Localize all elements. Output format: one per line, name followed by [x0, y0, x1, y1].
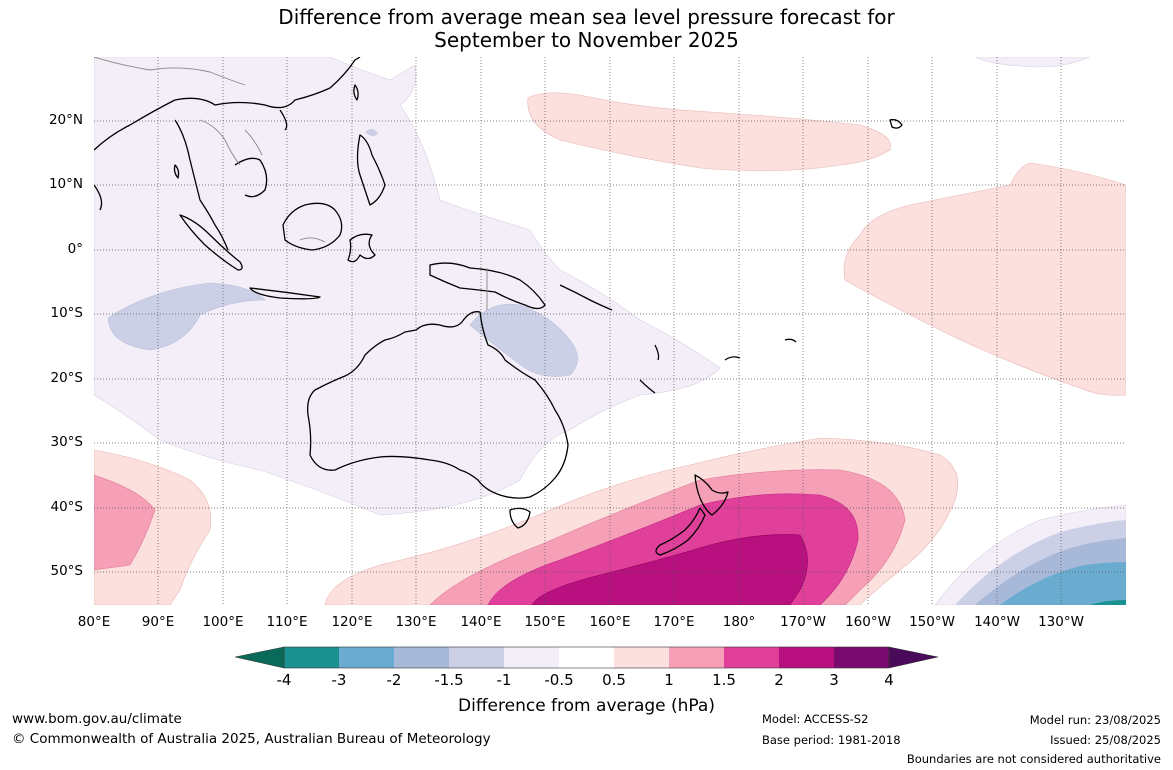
- colorbar-swatch-pos2: [779, 647, 834, 668]
- lat-label-10n: 10°N: [48, 176, 83, 192]
- lon-label-110e: 110°E: [266, 614, 308, 630]
- anomaly-neg1-indian-ocean: [107, 282, 266, 351]
- colorbar-label: Difference from average (hPa): [458, 696, 715, 716]
- colorbar-swatch-zero: [559, 647, 614, 668]
- colorbar-tick-neg2: -2: [386, 671, 402, 689]
- colorbar-tick-neg1: -1: [496, 671, 512, 689]
- new-zealand-north-island: [694, 474, 729, 516]
- colorbar-swatch-neg1: [449, 647, 504, 668]
- anomaly-pos1-west: [94, 474, 156, 571]
- lat-label-30s: 30°S: [50, 434, 84, 450]
- lat-label-50s: 50°S: [50, 563, 84, 579]
- footer-model-run: Model run: 23/08/2025: [1029, 713, 1161, 727]
- lon-label-80e: 80°E: [77, 614, 111, 630]
- country-borders: [94, 57, 488, 310]
- colorbar-swatch-neg3: [284, 647, 339, 668]
- solomon-islands: [559, 284, 613, 311]
- lon-label-140w: 140°W: [974, 614, 1020, 630]
- colorbar-tick-pos3: 3: [829, 671, 839, 689]
- borneo-coastline: [282, 202, 343, 251]
- anomaly-neg2-southeast: [1000, 562, 1126, 605]
- lat-label-0: 0°: [67, 241, 83, 257]
- colorbar-tick-neg05: -0.5: [544, 671, 574, 689]
- colorbar-tick-pos4: 4: [884, 671, 894, 689]
- anomaly-neg1-south-china-sea: [365, 128, 378, 137]
- colorbar-tick-pos2: 2: [774, 671, 784, 689]
- lon-label-150e: 150°E: [524, 614, 566, 630]
- footer-issued: Issued: 25/08/2025: [1050, 733, 1161, 747]
- colorbar-tick-neg4: -4: [276, 671, 292, 689]
- footer-disclaimer: Boundaries are not considered authoritat…: [906, 752, 1161, 766]
- anomaly-neg1-coral-sea: [469, 303, 578, 377]
- hawaii-coastline: [889, 118, 903, 129]
- australia-coastline: [307, 311, 569, 499]
- anomaly-neg05-region: [94, 57, 721, 516]
- anomaly-pos2-tasman: [531, 534, 808, 605]
- pressure-anomaly-fields: [94, 57, 1126, 605]
- colorbar-swatch-neg15: [394, 647, 449, 668]
- lat-label-40s: 40°S: [50, 499, 84, 515]
- asia-mainland-coastline: [94, 57, 361, 251]
- java-coastline: [249, 287, 321, 300]
- new-guinea-coastline: [429, 262, 546, 310]
- lat-label-20n: 20°N: [48, 112, 83, 128]
- new-caledonia: [639, 379, 656, 394]
- colorbar-swatch-pos3: [834, 647, 889, 668]
- colorbar-tick-pos05: 0.5: [602, 671, 626, 689]
- lon-label-170w: 170°W: [780, 614, 826, 630]
- lon-label-160w: 160°W: [845, 614, 891, 630]
- colorbar-swatch-pos05: [614, 647, 669, 668]
- colorbar-arrow-right: [888, 646, 939, 669]
- colorbar-swatch-neg05: [504, 647, 559, 668]
- colorbar-swatch-pos15: [724, 647, 779, 668]
- colorbar-tick-neg3: -3: [331, 671, 347, 689]
- lon-label-160e: 160°E: [589, 614, 631, 630]
- colorbar-swatch-pos1: [669, 647, 724, 668]
- colorbar-tick-neg15: -1.5: [434, 671, 464, 689]
- footer-base-period: Base period: 1981-2018: [762, 733, 901, 747]
- tasmania-coastline: [509, 507, 531, 529]
- lon-label-100e: 100°E: [202, 614, 244, 630]
- colorbar-tick-pos1: 1: [664, 671, 674, 689]
- anomaly-pos05-east-pacific: [843, 162, 1126, 396]
- lon-label-140e: 140°E: [460, 614, 502, 630]
- footer-model: Model: ACCESS-S2: [762, 712, 869, 726]
- vanuatu-fiji-islands: [654, 338, 797, 361]
- footer-copyright: © Commonwealth of Australia 2025, Austra…: [12, 731, 491, 747]
- lon-label-130e: 130°E: [395, 614, 437, 630]
- colorbar-swatch-neg2: [339, 647, 394, 668]
- map-title-line2: September to November 2025: [434, 28, 739, 52]
- colorbar-tick-pos15: 1.5: [712, 671, 736, 689]
- philippines-coastline: [356, 134, 386, 206]
- new-zealand-south-island: [655, 507, 706, 556]
- lon-label-150w: 150°W: [909, 614, 955, 630]
- anomaly-pos05-north-pacific: [527, 92, 891, 172]
- sri-lanka-coastline: [173, 164, 180, 179]
- lon-label-130w: 130°W: [1038, 614, 1084, 630]
- lon-label-180: 180°: [722, 614, 756, 630]
- coastlines: [94, 57, 903, 556]
- lon-label-170e: 170°E: [653, 614, 695, 630]
- lon-label-90e: 90°E: [141, 614, 175, 630]
- footer-website[interactable]: www.bom.gov.au/climate: [12, 711, 182, 727]
- taiwan-coastline: [353, 84, 359, 101]
- lat-label-20s: 20°S: [50, 370, 84, 386]
- anomaly-neg05-region-north: [974, 57, 1091, 68]
- lat-label-10s: 10°S: [50, 305, 84, 321]
- colorbar-arrow-left: [234, 646, 285, 669]
- sumatra-coastline: [179, 214, 243, 271]
- map-title-line1: Difference from average mean sea level p…: [278, 5, 895, 29]
- anomaly-neg3-southeast: [1090, 600, 1126, 605]
- lon-label-120e: 120°E: [331, 614, 373, 630]
- sulawesi-coastline: [347, 233, 376, 263]
